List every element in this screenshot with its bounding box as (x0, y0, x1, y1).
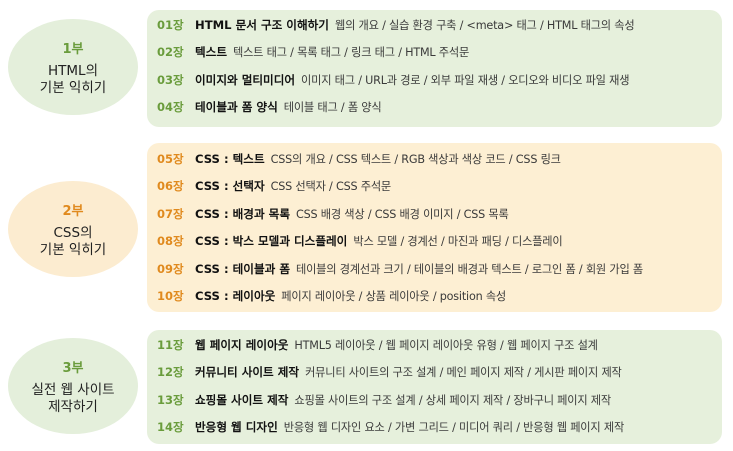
chapter-list: 11장 웹 페이지 레이아웃 HTML5 레이아웃 / 웹 페이지 레이아웃 유… (147, 330, 722, 444)
chapter-detail: HTML5 레이아웃 / 웹 페이지 레이아웃 유형 / 웹 페이지 구조 설계 (294, 338, 598, 352)
part-number: 3부 (62, 360, 84, 376)
chapter-title: 커뮤니티 사이트 제작 (195, 365, 300, 380)
chapter-row: 13장 쇼핑몰 사이트 제작 쇼핑몰 사이트의 구조 설계 / 상세 페이지 제… (157, 386, 722, 414)
chapter-number: 10장 (157, 289, 184, 304)
chapter-row: 05장 CSS : 텍스트 CSS의 개요 / CSS 텍스트 / RGB 색상… (157, 145, 722, 173)
chapter-title: CSS : 레이아웃 (195, 289, 276, 304)
chapter-row: 04장 테이블과 폼 양식 테이블 태그 / 폼 양식 (157, 94, 722, 122)
chapter-row: 06장 CSS : 선택자 CSS 선택자 / CSS 주석문 (157, 173, 722, 201)
chapter-detail: 쇼핑몰 사이트의 구조 설계 / 상세 페이지 제작 / 장바구니 페이지 제작 (294, 393, 611, 407)
part-badge: 3부 실전 웹 사이트 제작하기 (8, 338, 138, 434)
part-number: 2부 (62, 203, 84, 219)
chapter-title: 반응형 웹 디자인 (195, 420, 278, 435)
chapter-row: 10장 CSS : 레이아웃 페이지 레이아웃 / 상품 레이아웃 / posi… (157, 283, 722, 311)
part-badge: 1부 HTML의 기본 익히기 (8, 19, 138, 115)
part-name: 실전 웹 사이트 제작하기 (31, 381, 115, 415)
part-number: 1부 (62, 41, 84, 57)
part-badge: 2부 CSS의 기본 익히기 (8, 181, 138, 277)
chapter-number: 11장 (157, 337, 184, 352)
chapter-number: 06장 (157, 179, 184, 194)
chapter-row: 11장 웹 페이지 레이아웃 HTML5 레이아웃 / 웹 페이지 레이아웃 유… (157, 331, 722, 359)
chapter-title: CSS : 박스 모델과 디스플레이 (195, 234, 348, 249)
chapter-detail: 반응형 웹 디자인 요소 / 가변 그리드 / 미디어 쿼리 / 반응형 웹 페… (283, 421, 625, 435)
chapter-list: 05장 CSS : 텍스트 CSS의 개요 / CSS 텍스트 / RGB 색상… (147, 143, 722, 312)
chapter-title: 이미지와 멀티미디어 (195, 72, 296, 87)
chapter-title: CSS : 테이블과 폼 (195, 261, 290, 276)
chapter-row: 08장 CSS : 박스 모델과 디스플레이 박스 모델 / 경계선 / 마진과… (157, 228, 722, 256)
chapter-row: 12장 커뮤니티 사이트 제작 커뮤니티 사이트의 구조 설계 / 메인 페이지… (157, 359, 722, 387)
chapter-number: 02장 (157, 45, 184, 60)
chapter-detail: CSS 배경 색상 / CSS 배경 이미지 / CSS 목록 (295, 207, 509, 221)
chapter-number: 03장 (157, 72, 184, 87)
chapter-title: CSS : 배경과 목록 (195, 206, 290, 221)
part-name: HTML의 기본 익히기 (39, 62, 107, 96)
chapter-row: 01장 HTML 문서 구조 이해하기 웹의 개요 / 실습 환경 구축 / <… (157, 11, 722, 39)
chapter-detail: 테이블의 경계선과 크기 / 테이블의 배경과 텍스트 / 로그인 폼 / 회원… (295, 262, 644, 276)
chapter-number: 07장 (157, 206, 184, 221)
chapter-title: 웹 페이지 레이아웃 (195, 337, 289, 352)
chapter-title: CSS : 텍스트 (195, 151, 265, 166)
chapter-row: 02장 텍스트 텍스트 태그 / 목록 태그 / 링크 태그 / HTML 주석… (157, 39, 722, 67)
chapter-title: 테이블과 폼 양식 (195, 100, 278, 115)
chapter-detail: 페이지 레이아웃 / 상품 레이아웃 / position 속성 (281, 290, 507, 304)
chapter-detail: 이미지 태그 / URL과 경로 / 외부 파일 재생 / 오디오와 비디오 파… (301, 73, 630, 87)
chapter-number: 12장 (157, 365, 184, 380)
chapter-number: 05장 (157, 151, 184, 166)
chapter-list: 01장 HTML 문서 구조 이해하기 웹의 개요 / 실습 환경 구축 / <… (147, 10, 722, 127)
chapter-detail: 웹의 개요 / 실습 환경 구축 / <meta> 태그 / HTML 태그의 … (334, 18, 635, 32)
chapter-detail: 테이블 태그 / 폼 양식 (283, 101, 382, 115)
chapter-detail: 박스 모델 / 경계선 / 마진과 패딩 / 디스플레이 (353, 235, 563, 249)
chapter-row: 09장 CSS : 테이블과 폼 테이블의 경계선과 크기 / 테이블의 배경과… (157, 255, 722, 283)
chapter-number: 04장 (157, 100, 184, 115)
chapter-detail: CSS 선택자 / CSS 주석문 (270, 180, 392, 194)
chapter-detail: CSS의 개요 / CSS 텍스트 / RGB 색상과 색상 코드 / CSS … (270, 152, 561, 166)
chapter-detail: 커뮤니티 사이트의 구조 설계 / 메인 페이지 제작 / 게시판 페이지 제작 (305, 366, 622, 380)
chapter-title: 텍스트 (195, 45, 227, 60)
chapter-row: 14장 반응형 웹 디자인 반응형 웹 디자인 요소 / 가변 그리드 / 미디… (157, 414, 722, 442)
chapter-number: 08장 (157, 234, 184, 249)
chapter-detail: 텍스트 태그 / 목록 태그 / 링크 태그 / HTML 주석문 (233, 46, 470, 60)
chapter-number: 01장 (157, 17, 184, 32)
chapter-title: HTML 문서 구조 이해하기 (195, 17, 329, 32)
part-name: CSS의 기본 익히기 (39, 224, 107, 258)
chapter-number: 14장 (157, 420, 184, 435)
chapter-title: CSS : 선택자 (195, 179, 265, 194)
chapter-title: 쇼핑몰 사이트 제작 (195, 392, 289, 407)
chapter-row: 07장 CSS : 배경과 목록 CSS 배경 색상 / CSS 배경 이미지 … (157, 200, 722, 228)
chapter-row: 03장 이미지와 멀티미디어 이미지 태그 / URL과 경로 / 외부 파일 … (157, 66, 722, 94)
chapter-number: 13장 (157, 392, 184, 407)
chapter-number: 09장 (157, 261, 184, 276)
